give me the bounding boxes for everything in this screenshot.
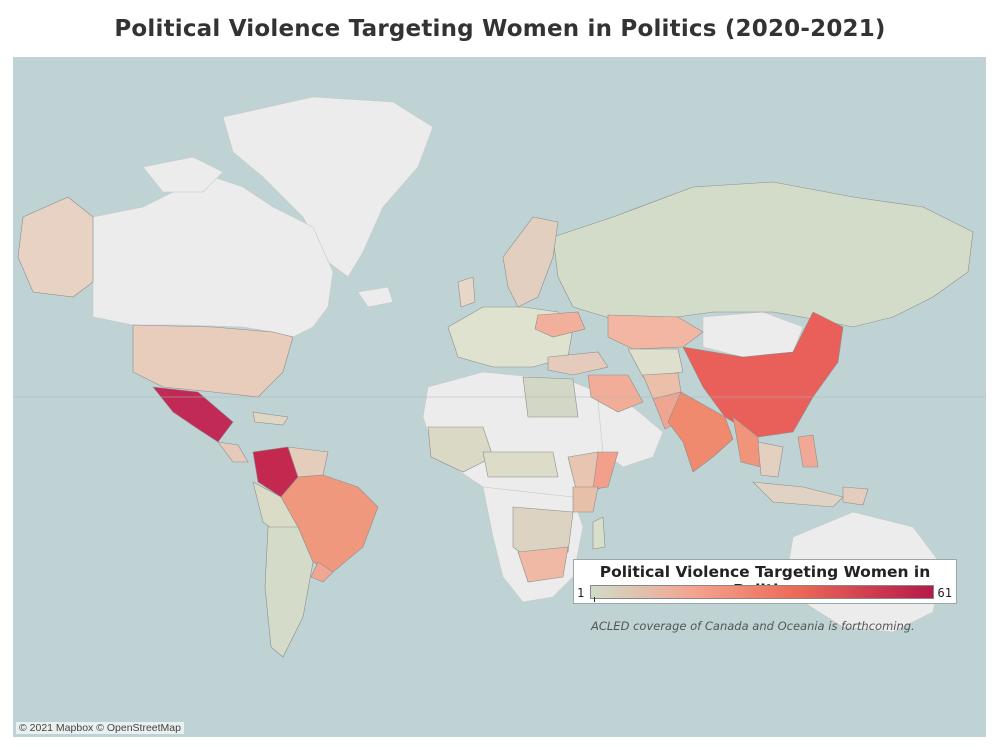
mongolia xyxy=(702,311,804,358)
map-attribution[interactable]: © 2021 Mapbox © OpenStreetMap xyxy=(16,722,184,734)
region-mexico xyxy=(152,386,234,443)
legend: Political Violence Targeting Women in Po… xyxy=(573,559,957,604)
region-argentina-chile xyxy=(264,526,314,658)
region-uk xyxy=(457,276,476,308)
region-ukraine xyxy=(534,311,586,338)
region-russia xyxy=(552,181,974,328)
legend-max-value: 61 xyxy=(937,586,952,600)
region-central-asia xyxy=(627,348,684,378)
region-kazakhstan xyxy=(607,314,704,350)
region-southeast-asia xyxy=(757,441,784,478)
iceland xyxy=(357,286,394,308)
region-india xyxy=(667,391,734,473)
legend-min-value: 1 xyxy=(577,586,585,600)
map-title: Political Violence Targeting Women in Po… xyxy=(114,16,886,42)
region-alaska xyxy=(17,196,94,298)
region-usa xyxy=(132,324,294,398)
coverage-note: ACLED coverage of Canada and Oceania is … xyxy=(591,619,915,633)
greenland xyxy=(222,96,434,278)
region-west-africa xyxy=(427,426,494,473)
region-caribbean xyxy=(252,411,289,426)
region-turkey xyxy=(547,351,609,376)
legend-color-ramp xyxy=(590,585,934,599)
region-philippines xyxy=(797,434,819,468)
world-map[interactable]: Political Violence Targeting Women in Po… xyxy=(13,57,986,737)
region-somalia xyxy=(592,451,619,490)
region-png xyxy=(842,486,869,506)
region-kenya xyxy=(572,486,599,513)
arctic-islands xyxy=(142,156,224,193)
region-iraq-iran xyxy=(587,374,644,413)
legend-tick-marker xyxy=(594,597,595,602)
region-south-africa xyxy=(517,546,569,583)
region-central-america xyxy=(217,441,249,463)
region-indonesia xyxy=(752,481,844,508)
region-sahel xyxy=(482,451,559,478)
region-uruguay xyxy=(310,561,334,583)
map-canvas xyxy=(13,96,986,658)
region-china xyxy=(682,311,844,438)
region-madagascar xyxy=(592,516,606,550)
region-scandinavia xyxy=(502,216,559,308)
